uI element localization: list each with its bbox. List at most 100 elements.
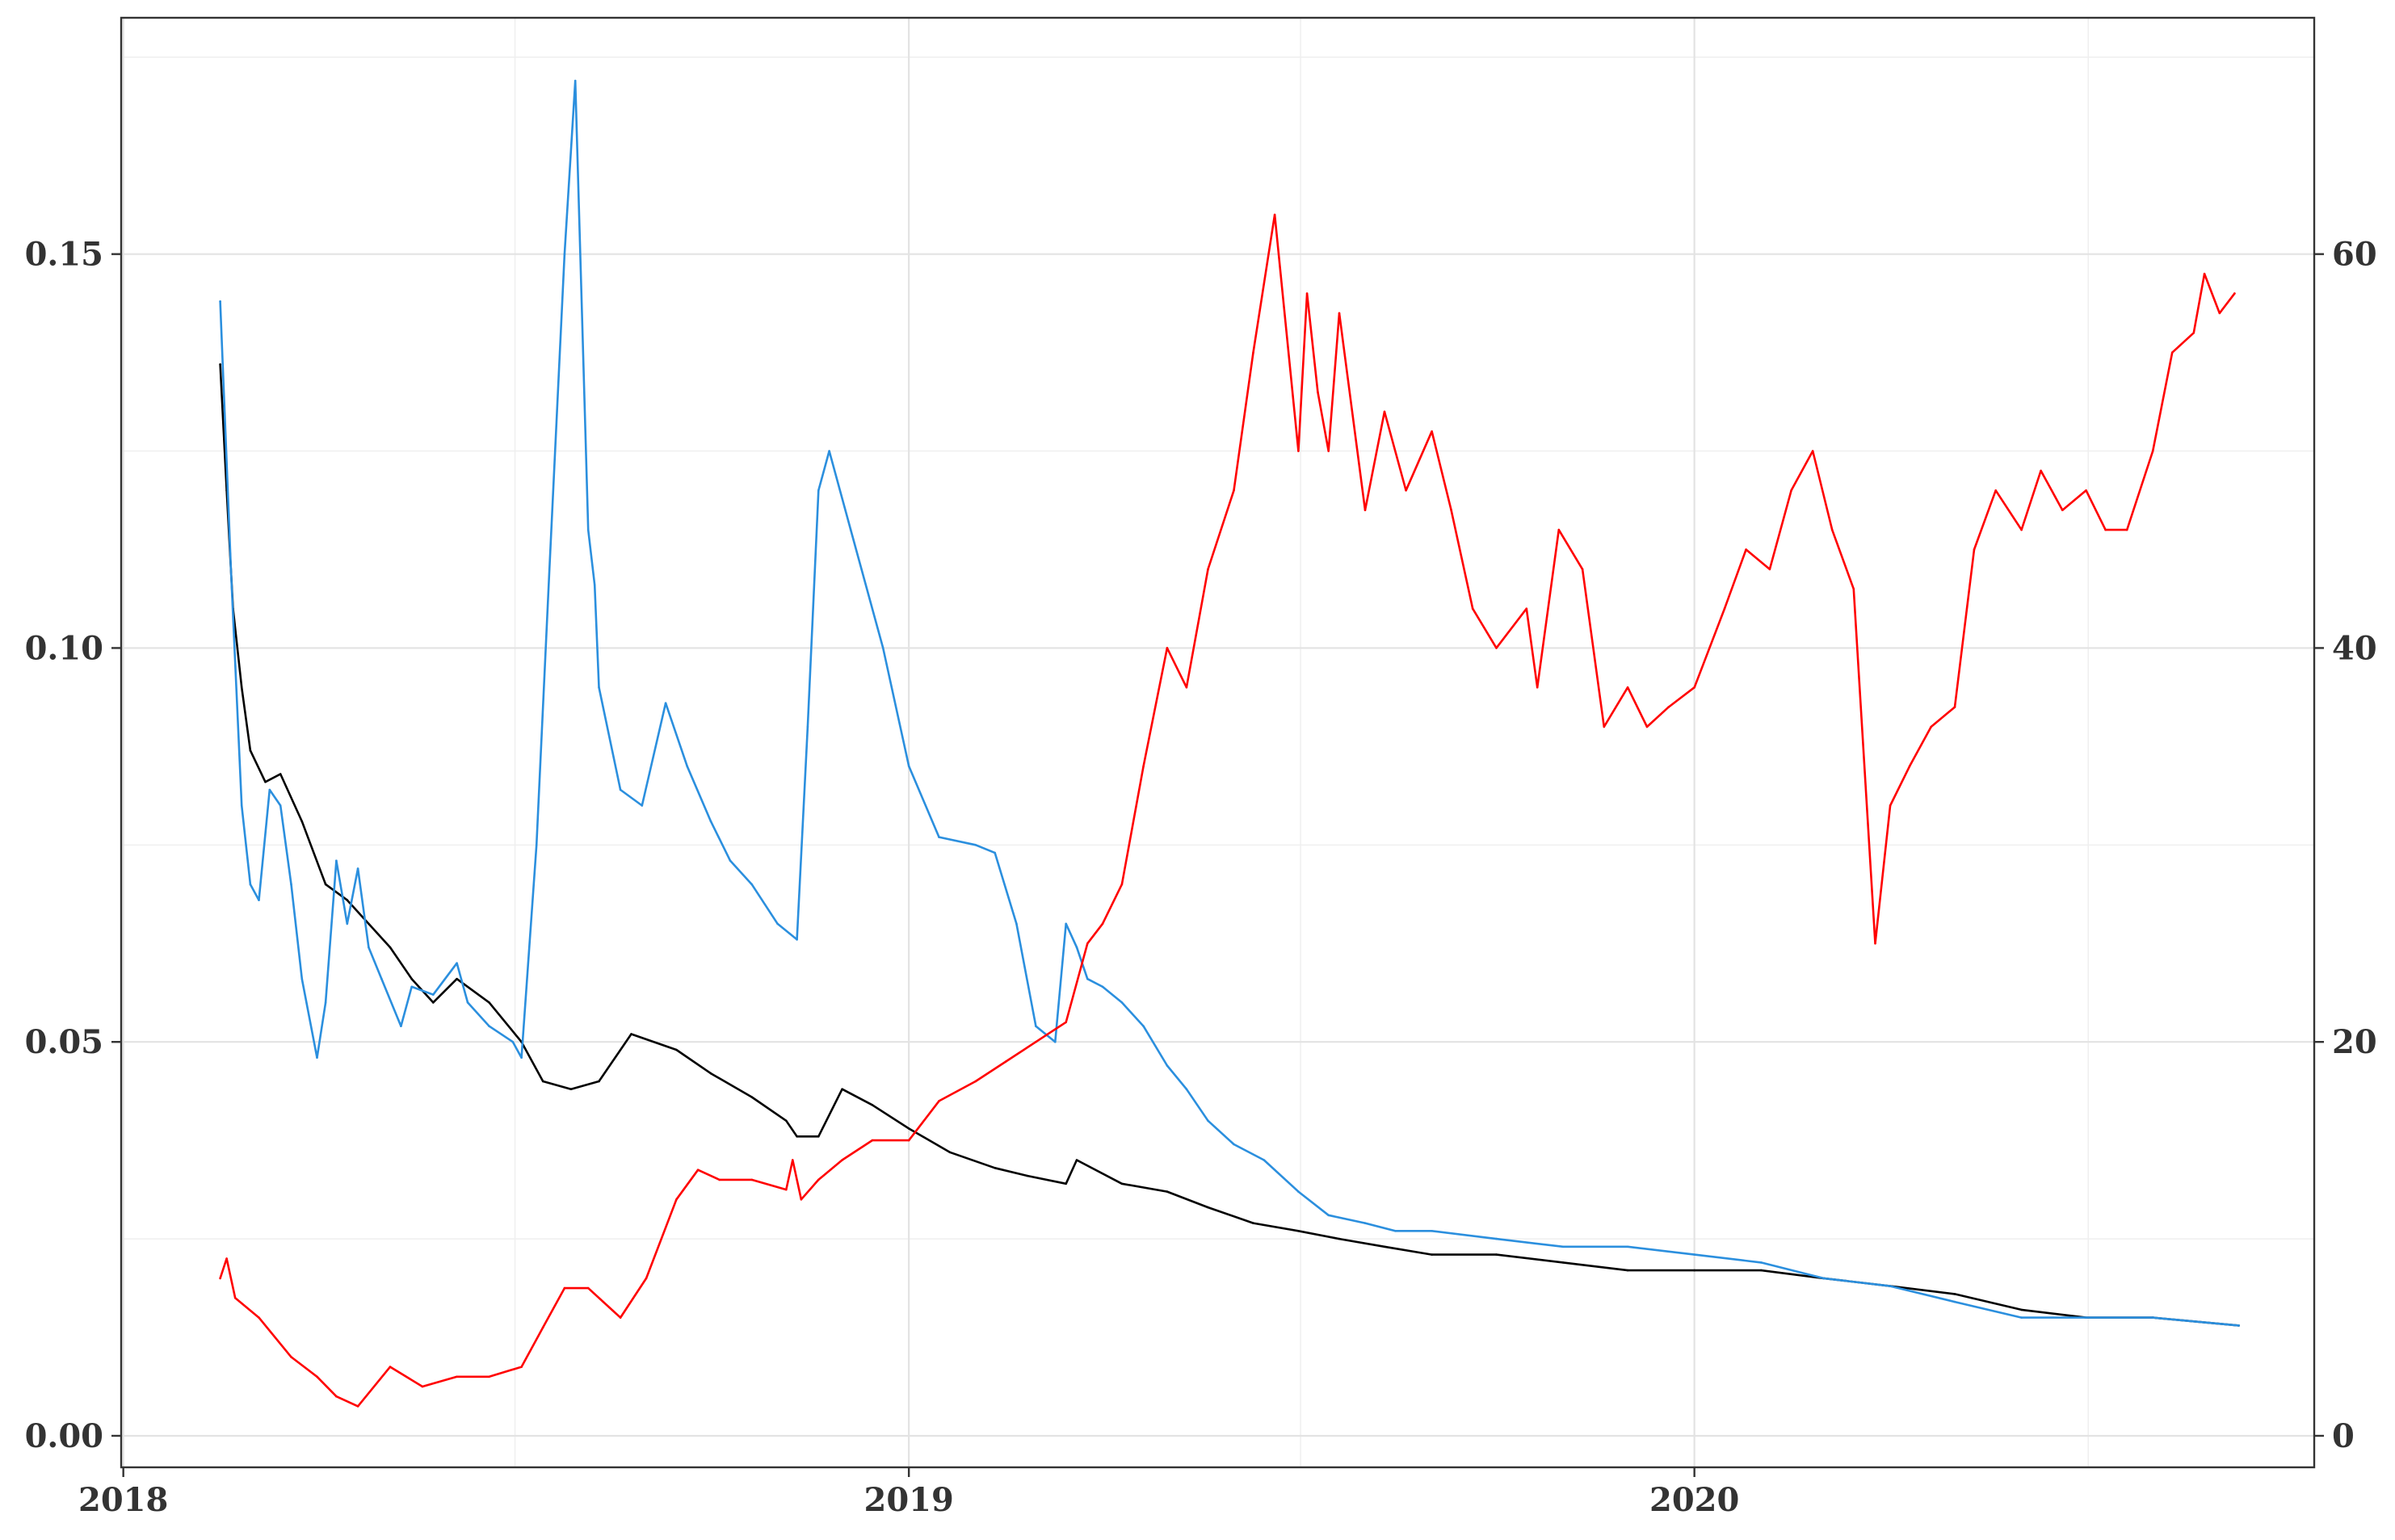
data-point-blue-44	[881, 647, 884, 649]
data-point-red-80	[2040, 469, 2042, 472]
data-point-black-30	[948, 1151, 952, 1154]
data-point-black-46	[1693, 1269, 1695, 1272]
data-point-blue-25	[548, 568, 551, 571]
data-point-black-20	[630, 1033, 632, 1035]
data-point-red-78	[1994, 489, 1997, 492]
data-point-blue-9	[316, 1056, 318, 1059]
data-point-blue-21	[488, 1025, 490, 1027]
data-point-red-76	[1953, 706, 1956, 708]
data-point-black-44	[1561, 1261, 1565, 1264]
data-point-red-56	[1525, 607, 1528, 610]
data-point-black-41	[1383, 1245, 1386, 1248]
data-point-blue-19	[456, 962, 458, 964]
axes: 2018 2019 2020 0.00 0.05 0.10 0.15 0 20 40 60	[25, 236, 2377, 1519]
data-point-black-5	[264, 781, 267, 783]
data-point-red-2	[233, 1297, 237, 1299]
data-point-red-7	[356, 1405, 359, 1408]
data-point-black-38	[1252, 1222, 1254, 1224]
data-point-red-65	[1723, 607, 1726, 610]
data-point-black-3	[240, 686, 243, 689]
data-point-blue-50	[1035, 1025, 1037, 1027]
series-layer	[219, 79, 2240, 1408]
data-point-red-69	[1811, 450, 1814, 452]
y-left-tick-label-0: 0.00	[25, 1417, 103, 1455]
data-point-red-27	[871, 1139, 874, 1142]
data-point-blue-29	[593, 584, 596, 586]
data-point-black-27	[841, 1088, 843, 1090]
data-point-red-37	[1142, 765, 1145, 768]
data-point-blue-45	[907, 765, 910, 768]
data-point-red-24	[800, 1198, 803, 1201]
data-point-red-26	[841, 1159, 843, 1161]
data-point-red-82	[2085, 489, 2087, 492]
data-point-red-43	[1273, 213, 1276, 216]
data-point-red-59	[1581, 568, 1584, 571]
data-point-blue-62	[1263, 1159, 1266, 1161]
data-point-black-35	[1120, 1182, 1124, 1185]
data-point-blue-35	[709, 820, 712, 823]
data-point-blue-39	[796, 938, 798, 941]
data-point-black-24	[785, 1119, 788, 1122]
data-point-black-8	[324, 883, 327, 886]
data-point-blue-0	[219, 300, 221, 303]
data-point-blue-47	[974, 844, 977, 846]
data-point-blue-30	[598, 686, 600, 689]
data-point-red-67	[1768, 568, 1771, 571]
data-point-red-30	[974, 1080, 977, 1083]
data-point-blue-77	[2085, 1316, 2087, 1319]
data-point-blue-55	[1101, 985, 1104, 988]
data-point-red-62	[1645, 725, 1649, 728]
data-point-red-36	[1120, 883, 1124, 886]
data-point-blue-5	[268, 788, 271, 791]
data-point-blue-70	[1626, 1245, 1629, 1248]
data-point-red-23	[792, 1159, 794, 1161]
data-point-red-31	[1004, 1060, 1007, 1063]
data-point-red-88	[2203, 272, 2206, 275]
y-right-tick-label-0: 0	[2332, 1417, 2355, 1455]
data-point-black-40	[1338, 1237, 1341, 1240]
data-point-black-47	[1760, 1269, 1763, 1272]
data-point-blue-79	[2237, 1324, 2240, 1327]
data-point-red-15	[586, 1286, 590, 1290]
data-point-black-18	[569, 1088, 573, 1090]
data-point-red-49	[1363, 509, 1367, 511]
data-point-red-72	[1874, 942, 1876, 945]
data-point-red-42	[1252, 351, 1254, 354]
data-point-black-13	[432, 1001, 435, 1004]
data-point-red-79	[2020, 528, 2023, 531]
data-point-blue-26	[563, 253, 566, 256]
data-point-blue-17	[410, 985, 414, 988]
data-point-black-10	[368, 922, 370, 925]
data-point-blue-1	[229, 568, 233, 571]
data-point-black-50	[1953, 1293, 1956, 1295]
data-point-red-19	[696, 1169, 700, 1171]
x-tick-label-2018: 2018	[78, 1481, 168, 1519]
data-point-red-5	[316, 1375, 318, 1378]
data-point-red-3	[258, 1316, 260, 1319]
data-point-blue-59	[1185, 1088, 1188, 1090]
data-point-blue-37	[750, 883, 753, 886]
data-point-red-60	[1603, 725, 1606, 728]
data-point-blue-74	[1889, 1285, 1892, 1287]
data-point-red-48	[1338, 312, 1341, 315]
data-point-red-22	[785, 1188, 788, 1191]
data-point-blue-10	[324, 1001, 327, 1004]
data-point-red-46	[1317, 391, 1319, 393]
data-point-red-57	[1536, 686, 1539, 689]
data-point-blue-20	[466, 1001, 469, 1004]
data-point-blue-56	[1120, 1001, 1124, 1004]
data-point-red-0	[219, 1277, 221, 1280]
data-point-blue-58	[1166, 1064, 1169, 1067]
data-point-red-70	[1830, 528, 1834, 531]
data-point-blue-64	[1327, 1214, 1330, 1217]
data-point-black-12	[410, 977, 414, 980]
data-point-red-71	[1852, 588, 1855, 590]
data-point-blue-3	[249, 883, 252, 886]
data-point-blue-52	[1065, 922, 1067, 925]
data-point-red-35	[1101, 922, 1104, 925]
data-point-black-26	[817, 1135, 820, 1138]
data-point-blue-4	[258, 899, 260, 901]
data-point-red-16	[619, 1316, 622, 1319]
data-point-red-89	[2218, 312, 2221, 315]
data-point-blue-36	[729, 859, 732, 862]
